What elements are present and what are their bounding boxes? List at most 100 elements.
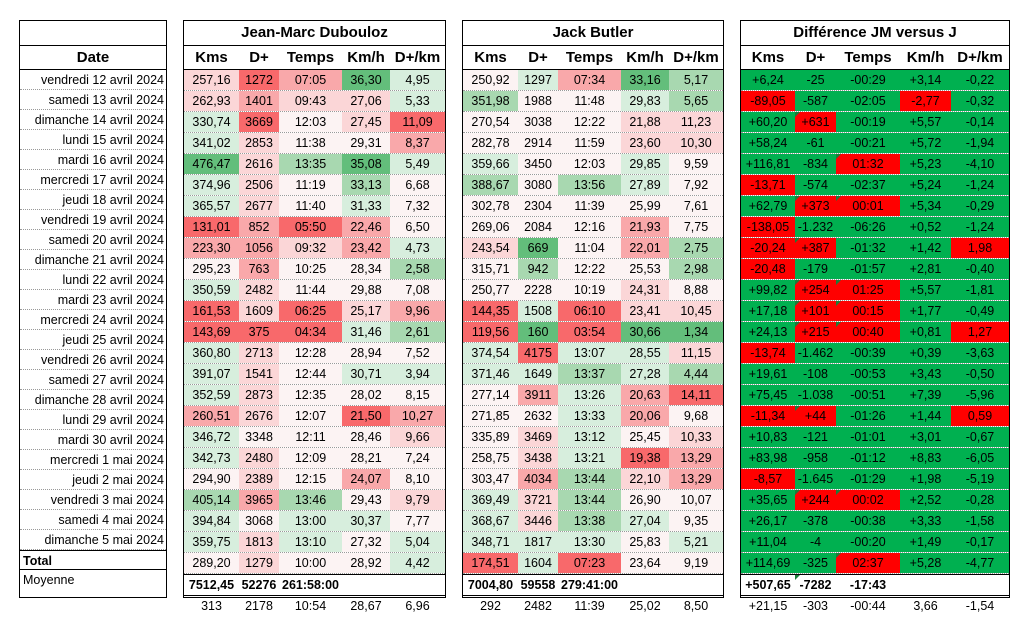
diff-cell: -00:51 xyxy=(836,385,900,405)
diff-title: Différence JM versus J xyxy=(741,21,1009,46)
jm-table-row: 365,57 2677 11:40 31,33 7,32 xyxy=(184,196,445,217)
diff-table-row: +114,69 -325 02:37 +5,28 -4,77 xyxy=(741,553,1009,574)
jm-cell: 28,21 xyxy=(342,448,390,468)
jb-cell: 29,85 xyxy=(621,154,669,174)
jm-cell: 4,95 xyxy=(390,70,445,90)
diff-cell: 01:32 xyxy=(836,154,900,174)
diff-cell: -0,28 xyxy=(951,490,1009,510)
diff-cell: +5,72 xyxy=(900,133,951,153)
jb-cell: 12:16 xyxy=(558,217,621,237)
diff-cell: -01:29 xyxy=(836,469,900,489)
jb-table-row: 303,47 4034 13:44 22,10 13,29 xyxy=(463,469,723,490)
jb-cell: 12:03 xyxy=(558,154,621,174)
jb-cell: 3438 xyxy=(518,448,558,468)
jm-cell: 294,90 xyxy=(184,469,239,489)
jm-cell: 8,37 xyxy=(390,133,445,153)
total-label: Total xyxy=(20,550,166,570)
diff-table-row: +17,18 +101 00:15 +1,77 -0,49 xyxy=(741,301,1009,322)
jb-table-row: 351,98 1988 11:48 29,83 5,65 xyxy=(463,91,723,112)
jb-cell: 23,64 xyxy=(621,553,669,573)
jb-cell: 7,92 xyxy=(669,175,723,195)
jb-cell: 271,85 xyxy=(463,406,518,426)
jm-cell: 9,96 xyxy=(390,301,445,321)
jb-cell: 27,28 xyxy=(621,364,669,384)
jm-cell: 2506 xyxy=(239,175,279,195)
jb-cell: 03:54 xyxy=(558,322,621,342)
diff-cell: 00:40 xyxy=(836,322,900,342)
jb-average-cell: 292 xyxy=(480,599,501,613)
jm-cell: 13:35 xyxy=(279,154,342,174)
jm-cell: 2,58 xyxy=(390,259,445,279)
diff-cell: +1,98 xyxy=(900,469,951,489)
diff-cell: +17,18 xyxy=(741,301,795,321)
jm-cell: 342,73 xyxy=(184,448,239,468)
jb-cell: 3721 xyxy=(518,490,558,510)
jm-cell: 1272 xyxy=(239,70,279,90)
jm-cell: 5,04 xyxy=(390,532,445,552)
date-cell: mercredi 24 avril 2024 xyxy=(20,310,166,330)
jb-table-row: 174,51 1604 07:23 23,64 9,19 xyxy=(463,553,723,574)
jb-cell: 13:12 xyxy=(558,427,621,447)
diff-table-row: +6,24 -25 -00:29 +3,14 -0,22 xyxy=(741,70,1009,91)
jb-cell: 335,89 xyxy=(463,427,518,447)
jm-cell: 7,52 xyxy=(390,343,445,363)
date-cell: mercredi 17 avril 2024 xyxy=(20,170,166,190)
jm-col-header: Kms xyxy=(195,49,228,66)
jb-cell: 160 xyxy=(518,322,558,342)
jm-total-cell: 7512,45 xyxy=(188,578,235,592)
jm-average-cell: 6,96 xyxy=(405,599,430,613)
diff-cell: +5,57 xyxy=(900,280,951,300)
diff-cell: +2,81 xyxy=(900,259,951,279)
diff-cell: +75,45 xyxy=(741,385,795,405)
jm-cell: 28,46 xyxy=(342,427,390,447)
diff-cell: -587 xyxy=(795,91,836,111)
jm-cell: 3068 xyxy=(239,511,279,531)
jm-cell: 07:05 xyxy=(279,70,342,90)
diff-cell: +215 xyxy=(795,322,836,342)
date-cell: mardi 23 avril 2024 xyxy=(20,290,166,310)
date-rows: vendredi 12 avril 2024 samedi 13 avril 20… xyxy=(20,70,166,550)
jm-cell: 1279 xyxy=(239,553,279,573)
jm-cell: 763 xyxy=(239,259,279,279)
jb-cell: 07:34 xyxy=(558,70,621,90)
date-header: Date xyxy=(20,46,166,70)
date-cell: dimanche 14 avril 2024 xyxy=(20,110,166,130)
diff-table-row: +24,13 +215 00:40 +0,81 1,27 xyxy=(741,322,1009,343)
jm-average-cell: 2178 xyxy=(245,599,273,613)
diff-col-header: Km/h xyxy=(906,49,945,66)
jm-cell: 3,94 xyxy=(390,364,445,384)
jm-total-cell xyxy=(390,575,445,595)
diff-average-cell: -1,54 xyxy=(965,599,995,613)
jm-cell: 7,77 xyxy=(390,511,445,531)
jb-cell: 351,98 xyxy=(463,91,518,111)
jm-cell: 30,37 xyxy=(342,511,390,531)
jb-cell: 1817 xyxy=(518,532,558,552)
diff-average-cell: -00:44 xyxy=(850,599,886,613)
jm-cell: 289,20 xyxy=(184,553,239,573)
jm-title: Jean-Marc Dubouloz xyxy=(184,21,445,46)
jm-table-row: 391,07 1541 12:44 30,71 3,94 xyxy=(184,364,445,385)
jm-table-row: 295,23 763 10:25 28,34 2,58 xyxy=(184,259,445,280)
jm-cell: 36,30 xyxy=(342,70,390,90)
jm-table-row: 131,01 852 05:50 22,46 6,50 xyxy=(184,217,445,238)
jm-cell: 2389 xyxy=(239,469,279,489)
diff-cell: -121 xyxy=(795,427,836,447)
diff-cell: -0,14 xyxy=(951,112,1009,132)
jm-average-cell: 28,67 xyxy=(350,599,382,613)
jb-cell: 348,71 xyxy=(463,532,518,552)
diff-rows: +6,24 -25 -00:29 +3,14 -0,22 -89,05 -587 -02:05… xyxy=(741,70,1009,574)
jb-cell: 942 xyxy=(518,259,558,279)
jb-cell: 25,83 xyxy=(621,532,669,552)
jm-cell: 4,73 xyxy=(390,238,445,258)
jm-cell: 12:35 xyxy=(279,385,342,405)
jm-table-row: 394,84 3068 13:00 30,37 7,77 xyxy=(184,511,445,532)
diff-cell: +0,39 xyxy=(900,343,951,363)
jm-cell: 11:40 xyxy=(279,196,342,216)
diff-cell: -01:32 xyxy=(836,238,900,258)
diff-cell: -834 xyxy=(795,154,836,174)
date-cell: dimanche 21 avril 2024 xyxy=(20,250,166,270)
jm-cell: 11:38 xyxy=(279,133,342,153)
date-cell: mardi 16 avril 2024 xyxy=(20,150,166,170)
diff-cell: -13,71 xyxy=(741,175,795,195)
jb-cell: 13:33 xyxy=(558,406,621,426)
